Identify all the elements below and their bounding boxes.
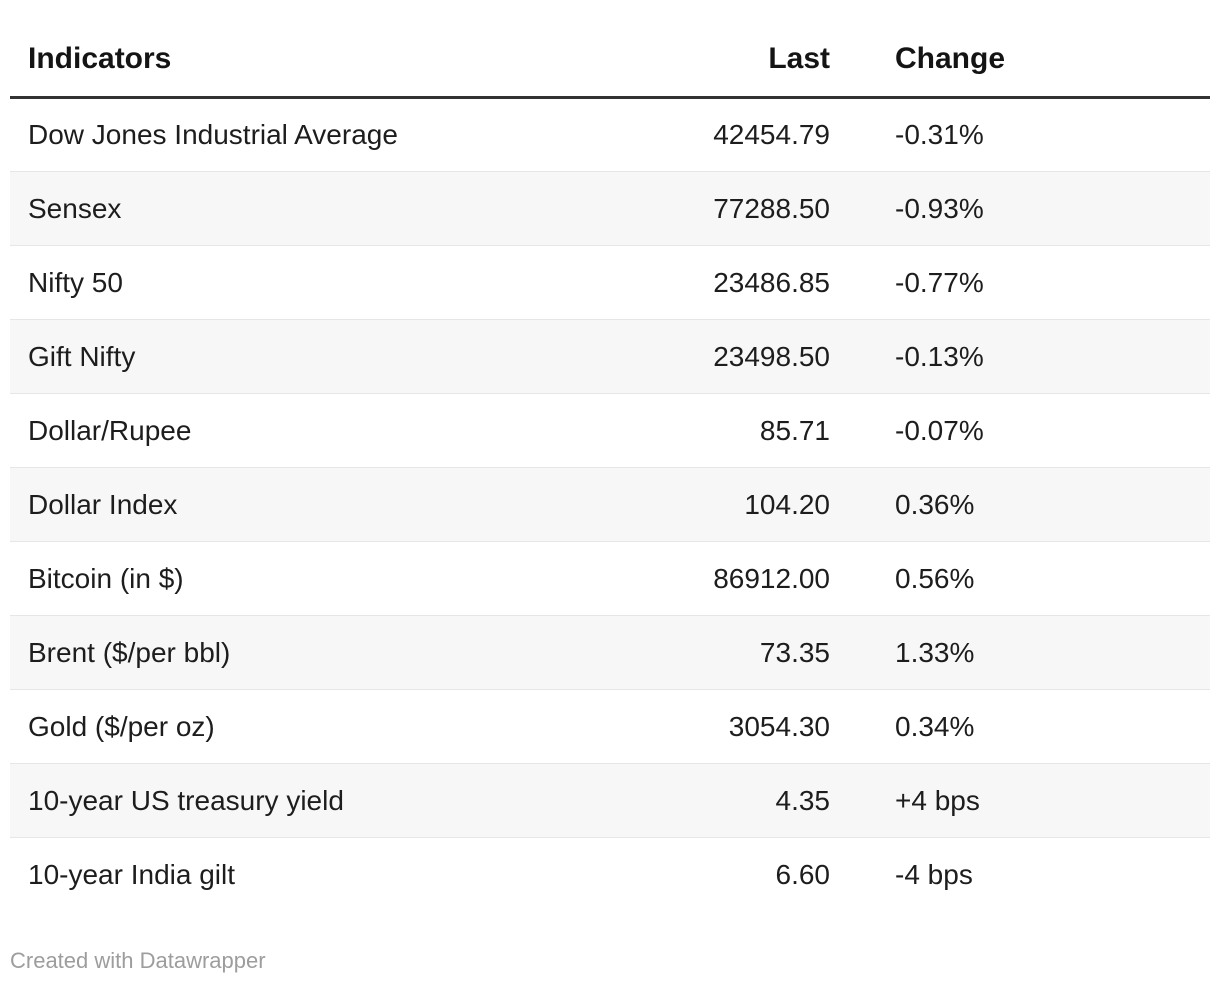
column-header-change: Change	[830, 0, 1210, 99]
last-cell: 23486.85	[630, 245, 830, 320]
change-cell: 0.34%	[830, 689, 1210, 764]
change-cell: 0.56%	[830, 541, 1210, 616]
change-cell: -4 bps	[830, 837, 1210, 912]
change-cell: -0.07%	[830, 393, 1210, 468]
change-cell: +4 bps	[830, 763, 1210, 838]
table-row: Dollar/Rupee 85.71 -0.07%	[10, 393, 1210, 468]
table-body: Dow Jones Industrial Average 42454.79 -0…	[10, 98, 1210, 912]
header-row: Indicators Last Change	[10, 0, 1210, 99]
last-cell: 85.71	[630, 393, 830, 468]
indicator-cell: 10-year India gilt	[10, 837, 630, 912]
change-cell: -0.77%	[830, 245, 1210, 320]
last-cell: 3054.30	[630, 689, 830, 764]
indicator-cell: Dollar/Rupee	[10, 393, 630, 468]
indicator-cell: Dollar Index	[10, 467, 630, 542]
change-cell: -0.93%	[830, 171, 1210, 246]
table-row: Gift Nifty 23498.50 -0.13%	[10, 319, 1210, 394]
table-row: Dow Jones Industrial Average 42454.79 -0…	[10, 98, 1210, 172]
last-cell: 73.35	[630, 615, 830, 690]
last-cell: 23498.50	[630, 319, 830, 394]
table-row: Sensex 77288.50 -0.93%	[10, 171, 1210, 246]
indicator-cell: Nifty 50	[10, 245, 630, 320]
table-row: 10-year US treasury yield 4.35 +4 bps	[10, 763, 1210, 838]
table-row: Dollar Index 104.20 0.36%	[10, 467, 1210, 542]
last-cell: 6.60	[630, 837, 830, 912]
table-row: Bitcoin (in $) 86912.00 0.56%	[10, 541, 1210, 616]
table-row: Brent ($/per bbl) 73.35 1.33%	[10, 615, 1210, 690]
indicator-cell: Brent ($/per bbl)	[10, 615, 630, 690]
last-cell: 77288.50	[630, 171, 830, 246]
table-row: Nifty 50 23486.85 -0.77%	[10, 245, 1210, 320]
last-cell: 4.35	[630, 763, 830, 838]
indicator-cell: Sensex	[10, 171, 630, 246]
indicator-cell: Bitcoin (in $)	[10, 541, 630, 616]
last-cell: 42454.79	[713, 119, 830, 150]
table-row: 10-year India gilt 6.60 -4 bps	[10, 837, 1210, 912]
last-cell: 104.20	[630, 467, 830, 542]
indicator-cell: Dow Jones Industrial Average	[28, 119, 398, 150]
change-cell: -0.31%	[895, 119, 984, 150]
table-header: Indicators Last Change	[10, 0, 1210, 99]
datawrapper-attribution-link[interactable]: Created with Datawrapper	[10, 947, 266, 973]
change-cell: 1.33%	[830, 615, 1210, 690]
column-header-indicators: Indicators	[10, 0, 630, 99]
change-cell: 0.36%	[830, 467, 1210, 542]
table-row: Gold ($/per oz) 3054.30 0.34%	[10, 689, 1210, 764]
indicator-cell: Gold ($/per oz)	[10, 689, 630, 764]
indicators-table: Indicators Last Change Dow Jones Industr…	[10, 0, 1210, 912]
chart-footer: Created with Datawrapper	[10, 948, 1210, 974]
column-header-last: Last	[630, 0, 830, 99]
indicator-cell: Gift Nifty	[10, 319, 630, 394]
indicator-cell: 10-year US treasury yield	[10, 763, 630, 838]
change-cell: -0.13%	[830, 319, 1210, 394]
last-cell: 86912.00	[630, 541, 830, 616]
